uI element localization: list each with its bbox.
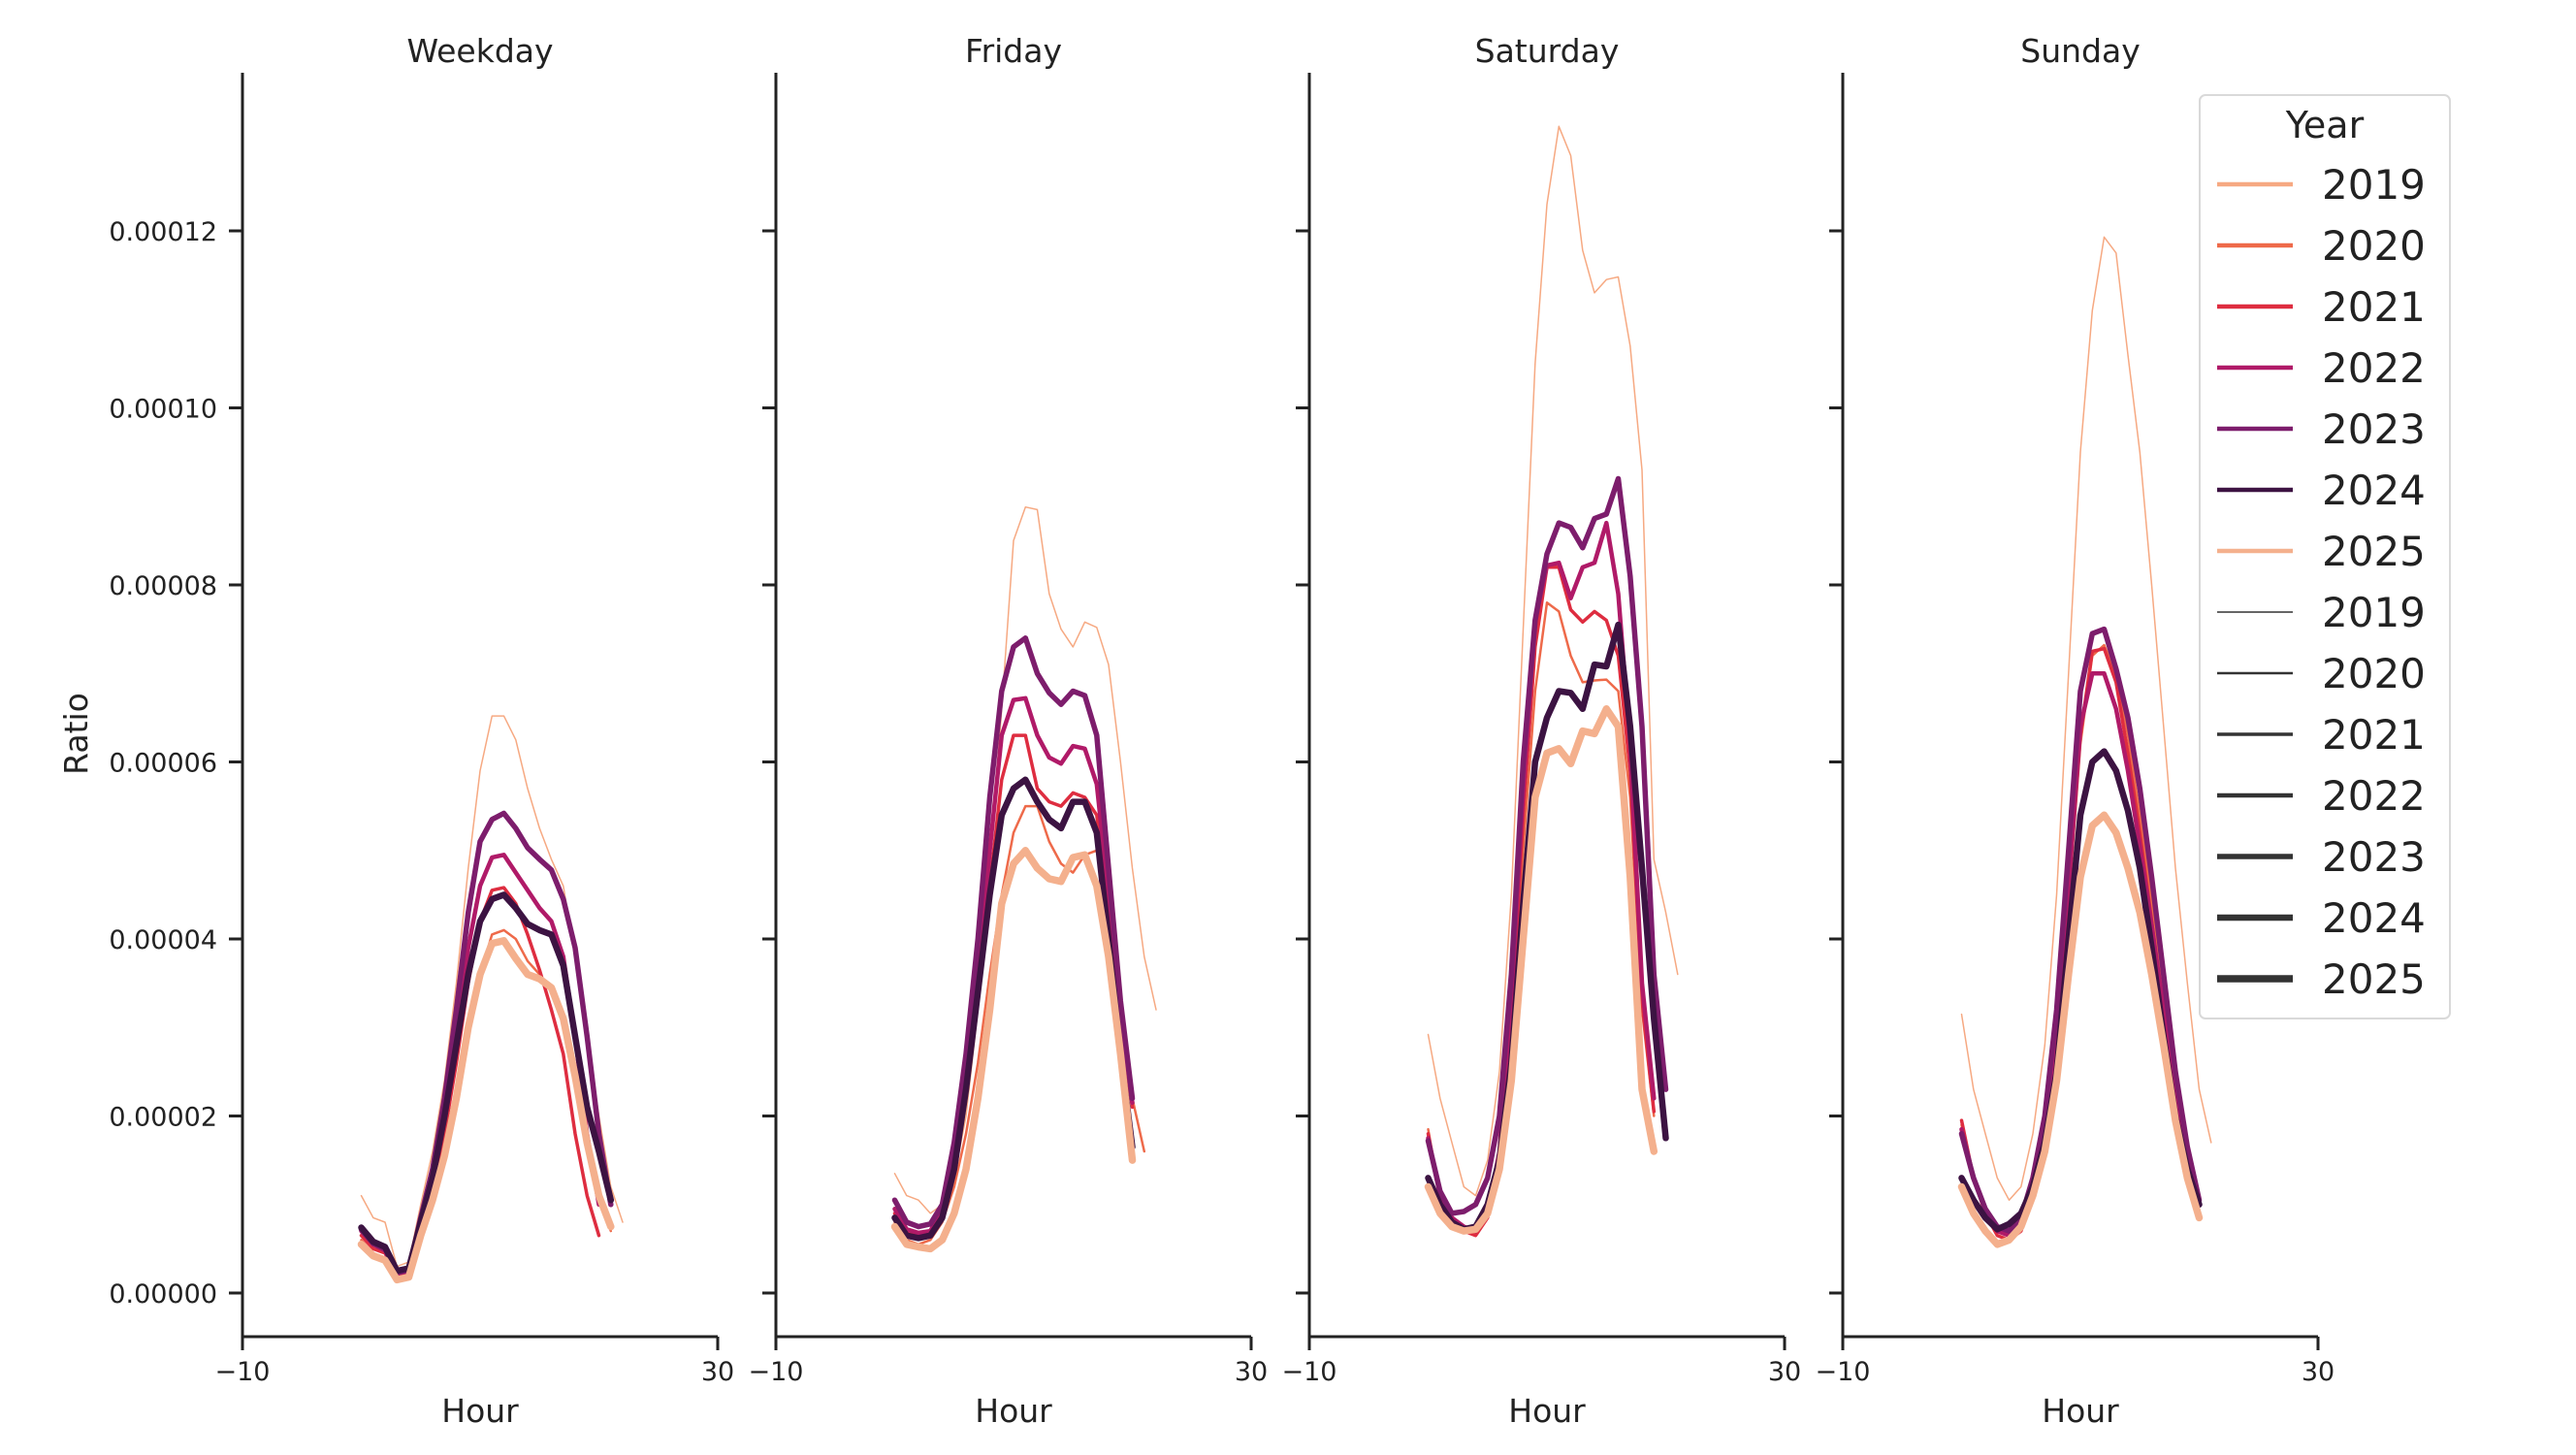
legend-label-size: 2024: [2322, 894, 2426, 942]
x-axis-title: Hour: [2042, 1392, 2119, 1430]
x-tick-label: −10: [215, 1357, 271, 1387]
legend-label-size: 2019: [2322, 589, 2426, 636]
x-tick-label: 30: [1235, 1357, 1268, 1387]
series-line-2025: [1957, 811, 2204, 1248]
legend-label-size: 2021: [2322, 711, 2426, 759]
legend-box: [2199, 94, 2451, 1019]
legend-label-size: 2023: [2322, 833, 2426, 881]
panel-title: Weekday: [406, 32, 553, 70]
series-line-2023: [891, 635, 1136, 1230]
x-tick-label: 30: [2302, 1357, 2334, 1387]
series-line-2025: [1424, 705, 1658, 1235]
x-tick-label: −10: [749, 1357, 804, 1387]
legend-label-hue: 2021: [2322, 283, 2426, 331]
panel-sunday: Sunday −10 30 Hour: [1816, 32, 2335, 1430]
x-tick-label: −10: [1282, 1357, 1337, 1387]
legend: Year 2019 2020 2021 2022 2023 2024 2025 2019 2020…: [2199, 94, 2451, 1019]
y-tick-label: 0.00006: [109, 749, 217, 779]
legend-label-size: 2020: [2322, 650, 2426, 697]
series-line-2025: [890, 847, 1137, 1253]
series-line-2019: [1427, 125, 1679, 1197]
legend-label-hue: 2024: [2322, 467, 2426, 514]
x-tick-label: 30: [1768, 1357, 1801, 1387]
series-line-2019: [1960, 236, 2212, 1201]
panel-title: Saturday: [1475, 32, 1620, 70]
panel-friday: Friday −10 30 Hour: [749, 32, 1269, 1430]
legend-label-size: 2025: [2322, 955, 2426, 1003]
series-line-2024: [358, 891, 615, 1275]
legend-label-size: 2022: [2322, 772, 2426, 820]
legend-label-hue: 2023: [2322, 405, 2426, 453]
panel-weekday: Weekday 0.00000 0.00002 0.00004 0.00006 0.000…: [109, 32, 734, 1430]
series-line-2025: [357, 937, 615, 1284]
x-tick-label: 30: [701, 1357, 734, 1387]
panel-title: Friday: [965, 32, 1062, 70]
x-axis-title: Hour: [1508, 1392, 1586, 1430]
y-tick-label: 0.00012: [109, 217, 217, 247]
y-tick-label: 0.00002: [109, 1103, 217, 1133]
y-tick-label: 0.00004: [109, 925, 217, 955]
legend-label-hue: 2025: [2322, 528, 2426, 575]
y-axis-title: Ratio: [57, 693, 95, 775]
legend-label-hue: 2019: [2322, 161, 2426, 209]
x-axis-title: Hour: [441, 1392, 519, 1430]
legend-title: Year: [2285, 104, 2365, 146]
y-tick-label: 0.00000: [109, 1279, 217, 1310]
panels: Weekday 0.00000 0.00002 0.00004 0.00006 0.000…: [57, 32, 2334, 1430]
panel-title: Sunday: [2020, 32, 2140, 70]
x-axis-title: Hour: [975, 1392, 1052, 1430]
series-line-2023: [1425, 475, 1669, 1216]
y-tick-label: 0.00010: [109, 395, 217, 425]
series-line-2022: [892, 695, 1135, 1236]
series-line-2024: [891, 776, 1136, 1242]
y-tick-label: 0.00008: [109, 571, 217, 601]
panel-saturday: Saturday −10 30 Hour: [1282, 32, 1802, 1430]
legend-label-hue: 2020: [2322, 222, 2426, 270]
x-tick-label: −10: [1816, 1357, 1871, 1387]
legend-label-hue: 2022: [2322, 344, 2426, 392]
